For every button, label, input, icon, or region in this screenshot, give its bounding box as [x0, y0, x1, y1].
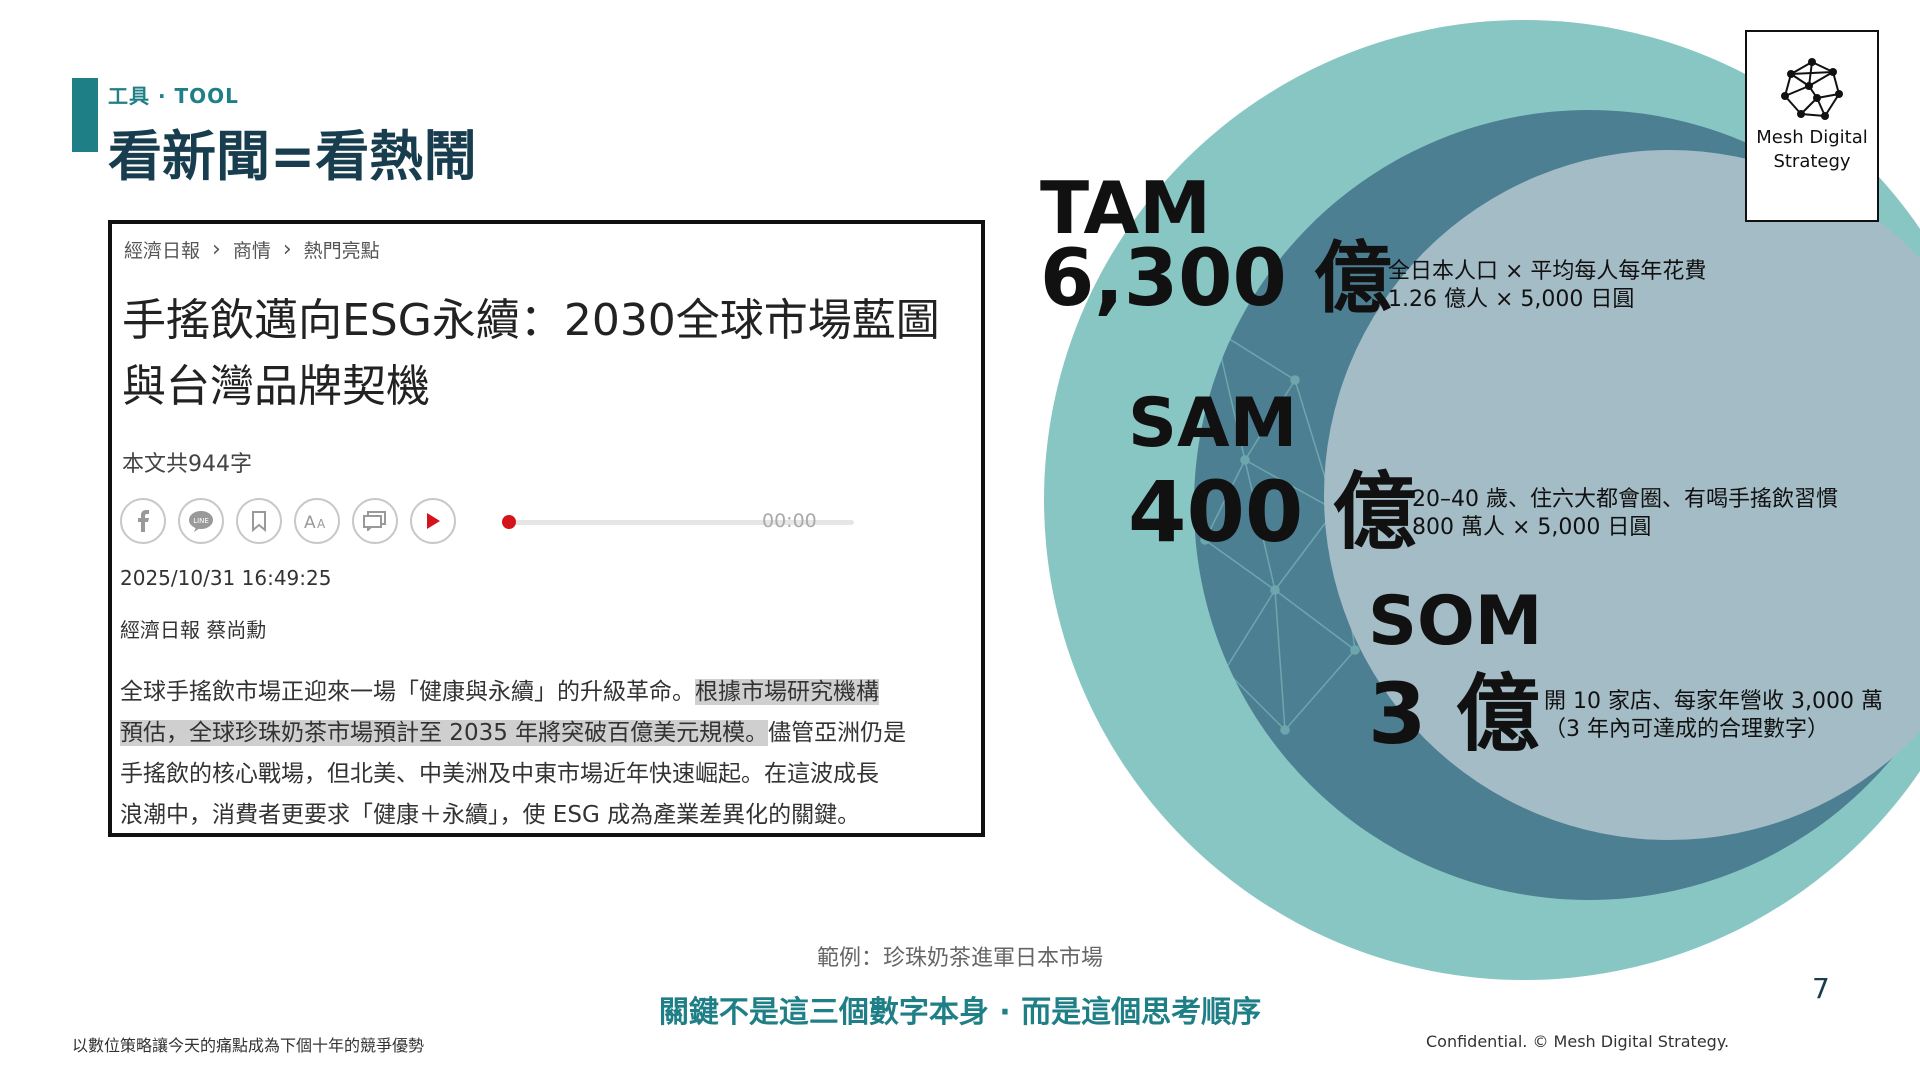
accent-bar — [72, 78, 98, 152]
highlighted-text: 根據市場研究機構 — [695, 679, 879, 705]
body-text: 全球手搖飲市場正迎來一場「健康與永續」的升級革命。 — [120, 679, 695, 705]
page-title: 看新聞=看熱鬧 — [108, 125, 478, 188]
breadcrumb-item-paper[interactable]: 經濟日報 — [124, 240, 201, 262]
svg-text:A: A — [317, 517, 326, 530]
highlighted-text: 預估，全球珍珠奶茶市場預計至 2035 年將突破百億美元規模。 — [120, 720, 769, 746]
body-line-1: 全球手搖飲市場正迎來一場「健康與永續」的升級革命。根據市場研究機構 — [120, 672, 981, 713]
headline-line-2: 與台灣品牌契機 — [122, 361, 430, 412]
mesh-network-icon — [1781, 58, 1843, 120]
svg-text:A: A — [304, 513, 316, 530]
word-count: 本文共944字 — [122, 452, 252, 477]
sam-label: SAM — [1128, 384, 1298, 463]
breadcrumb-item-highlights[interactable]: 熱門亮點 — [303, 240, 380, 262]
som-circle — [1324, 150, 1920, 840]
body-line-2: 預估，全球珍珠奶茶市場預計至 2035 年將突破百億美元規模。儘管亞洲仍是 — [120, 713, 981, 754]
breadcrumb-item-business[interactable]: 商情 — [232, 240, 271, 262]
bookmark-icon[interactable] — [236, 498, 282, 544]
som-formula-2: （3 年內可達成的合理數字） — [1544, 717, 1829, 742]
company-logo: Mesh Digital Strategy — [1745, 30, 1879, 222]
audio-progress-handle[interactable] — [502, 515, 516, 529]
headline-line-1: 手搖飲邁向ESG永續：2030全球市場藍圖 — [122, 295, 940, 346]
chevron-right-icon: › — [212, 237, 221, 262]
tam-description: 全日本人口 × 平均每人每年花費 1.26 億人 × 5,000 日圓 — [1388, 258, 1706, 314]
tam-label: TAM — [1040, 166, 1211, 250]
body-text: 儘管亞洲仍是 — [768, 720, 907, 746]
article-headline: 手搖飲邁向ESG永續：2030全球市場藍圖 與台灣品牌契機 — [122, 288, 981, 420]
logo-line-2: Strategy — [1773, 151, 1851, 172]
page-number: 7 — [1812, 972, 1830, 1005]
logo-text: Mesh Digital Strategy — [1747, 126, 1877, 174]
body-line-4: 浪潮中，消費者更要求「健康＋永續」，使 ESG 成為產業差異化的關鍵。 — [120, 802, 861, 828]
sam-value: 400 億 — [1128, 463, 1417, 561]
article-date: 2025/10/31 16:49:25 — [120, 566, 332, 590]
som-value: 3 億 — [1368, 665, 1540, 763]
logo-line-1: Mesh Digital — [1756, 127, 1868, 148]
svg-text:LINE: LINE — [193, 517, 209, 525]
line-icon[interactable]: LINE — [178, 498, 224, 544]
sam-formula-2: 800 萬人 × 5,000 日圓 — [1412, 515, 1652, 540]
example-caption: 範例：珍珠奶茶進軍日本市場 — [816, 946, 1103, 971]
body-line-3: 手搖飲的核心戰場，但北美、中美洲及中東市場近年快速崛起。在這波成長 — [120, 761, 879, 787]
som-label: SOM — [1368, 582, 1543, 661]
section-label: 工具 · TOOL — [108, 84, 239, 108]
article-body: 全球手搖飲市場正迎來一場「健康與永續」的升級革命。根據市場研究機構 預估，全球珍… — [120, 672, 981, 833]
comment-icon[interactable] — [352, 498, 398, 544]
chevron-right-icon: › — [282, 237, 292, 262]
key-message: 關鍵不是這三個數字本身 · 而是這個思考順序 — [658, 995, 1262, 1030]
audio-time: 00:00 — [762, 510, 817, 532]
sam-formula-1: 20–40 歲、住六大都會圈、有喝手搖飲習慣 — [1412, 487, 1838, 512]
tam-value: 6,300 億 — [1040, 234, 1392, 324]
footer-tagline: 以數位策略讓今天的痛點成為下個十年的競爭優勢 — [72, 1036, 425, 1055]
tam-formula-1: 全日本人口 × 平均每人每年花費 — [1388, 259, 1707, 284]
confidential-notice: Confidential. © Mesh Digital Strategy. — [1426, 1032, 1730, 1051]
facebook-icon[interactable] — [120, 498, 166, 544]
tam-formula-2: 1.26 億人 × 5,000 日圓 — [1388, 287, 1635, 312]
som-formula-1: 開 10 家店、每家年營收 3,000 萬 — [1544, 689, 1883, 714]
audio-progress-track[interactable] — [509, 520, 854, 525]
breadcrumb: 經濟日報 › 商情 › 熱門亮點 — [124, 236, 380, 263]
play-icon[interactable] — [410, 498, 456, 544]
som-description: 開 10 家店、每家年營收 3,000 萬 （3 年內可達成的合理數字） — [1544, 688, 1883, 744]
article-byline: 經濟日報 蔡尚勳 — [120, 618, 267, 642]
news-article-screenshot: 經濟日報 › 商情 › 熱門亮點 手搖飲邁向ESG永續：2030全球市場藍圖 與… — [108, 220, 985, 837]
sam-description: 20–40 歲、住六大都會圈、有喝手搖飲習慣 800 萬人 × 5,000 日圓 — [1412, 486, 1838, 542]
